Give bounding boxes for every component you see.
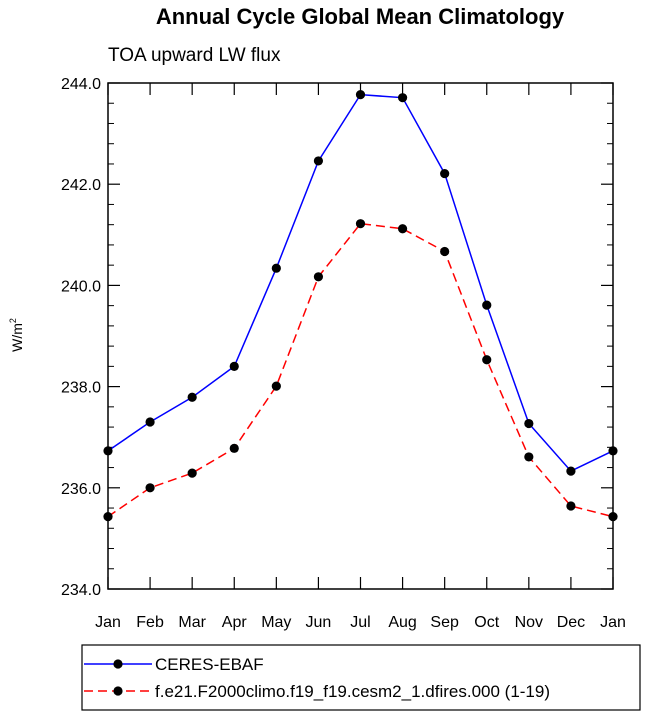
data-point — [187, 392, 197, 402]
data-point — [482, 355, 492, 365]
legend-swatch-marker — [113, 686, 123, 696]
y-tick-label: 242.0 — [61, 177, 101, 194]
y-tick-label: 244.0 — [61, 76, 101, 93]
series-1 — [103, 90, 618, 476]
legend-label: f.e21.F2000climo.f19_f19.cesm2_1.dfires.… — [155, 682, 550, 701]
x-tick-label: May — [261, 614, 291, 631]
chart-subtitle: TOA upward LW flux — [108, 45, 281, 66]
x-tick-label: Jan — [600, 614, 626, 631]
data-point — [229, 443, 239, 453]
data-point — [271, 381, 281, 391]
y-tick-label: 236.0 — [61, 481, 101, 498]
svg-text:W/m2: W/m2 — [8, 318, 25, 352]
data-point — [187, 468, 197, 478]
series-2 — [103, 219, 618, 522]
data-point — [145, 417, 155, 427]
data-point — [355, 90, 366, 100]
data-point — [145, 483, 155, 493]
x-tick-label: Oct — [474, 614, 499, 631]
data-point — [397, 93, 408, 103]
x-tick-label: Jul — [350, 614, 370, 631]
x-tick-label: Mar — [178, 614, 206, 631]
legend-label: CERES-EBAF — [155, 655, 264, 674]
y-tick-label: 240.0 — [61, 278, 101, 295]
y-tick-label: 234.0 — [61, 582, 101, 599]
legend-swatch-marker — [113, 659, 123, 669]
data-point — [355, 219, 366, 229]
tick-labels: 234.0 236.0 238.0 240.0 242.0 244.0 Jan Feb Mar A… — [61, 76, 626, 631]
data-point — [440, 246, 450, 257]
chart-title: Annual Cycle Global Mean Climatology — [156, 4, 565, 29]
data-point — [271, 263, 281, 273]
series-layer — [103, 90, 618, 522]
data-point — [440, 168, 450, 179]
series-line — [107, 222, 614, 518]
y-axis-title: W/m2 — [8, 318, 25, 352]
x-tick-label: Jan — [95, 614, 121, 631]
axis-ticks — [107, 82, 614, 590]
data-point — [397, 224, 408, 234]
data-point — [313, 156, 324, 166]
y-tick-label: 238.0 — [61, 380, 101, 397]
legend: CERES-EBAF f.e21.F2000climo.f19_f19.cesm2… — [81, 644, 641, 711]
plot-frame — [107, 82, 614, 590]
x-tick-label: Jun — [306, 614, 332, 631]
x-tick-label: Dec — [557, 614, 585, 631]
data-point — [524, 452, 534, 462]
legend-box — [81, 644, 641, 711]
y-axis-label-superscript: 2 — [8, 318, 18, 323]
data-point — [566, 466, 576, 476]
x-tick-label: Aug — [388, 614, 416, 631]
x-tick-label: Sep — [430, 614, 459, 631]
data-point — [524, 418, 534, 429]
series-line — [107, 93, 614, 473]
x-tick-label: Nov — [515, 614, 543, 631]
data-point — [482, 300, 492, 310]
data-point — [566, 501, 576, 511]
x-tick-label: Feb — [136, 614, 164, 631]
data-point — [229, 361, 239, 371]
data-point — [313, 272, 324, 282]
x-tick-label: Apr — [222, 614, 248, 631]
y-axis-label: W/m — [9, 323, 25, 352]
